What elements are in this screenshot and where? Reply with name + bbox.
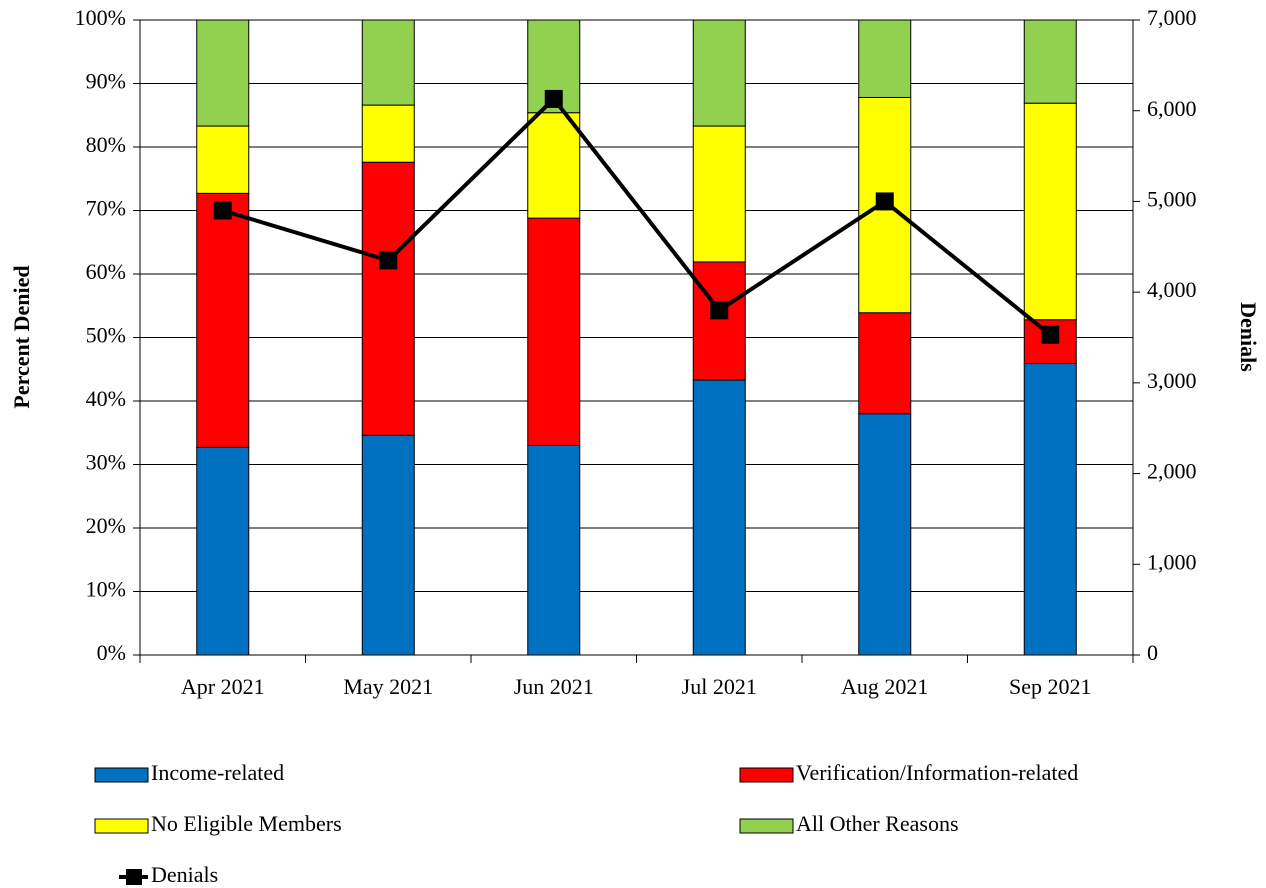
- legend-label: No Eligible Members: [151, 811, 342, 836]
- x-tick-label: Aug 2021: [841, 674, 928, 699]
- y2-tick-label: 6,000: [1147, 96, 1197, 121]
- x-tick-label: Jul 2021: [682, 674, 757, 699]
- bar-segment: [361, 161, 415, 436]
- line-marker: [875, 192, 894, 211]
- y-tick-label: 80%: [86, 132, 126, 157]
- y-tick-label: 50%: [86, 323, 126, 348]
- y2-axis-title: Denials: [1236, 302, 1261, 372]
- bar-segment: [692, 261, 746, 381]
- y-axis-title: Percent Denied: [9, 265, 34, 408]
- line: [222, 95, 1052, 337]
- bar-segment: [527, 444, 581, 656]
- line-marker: [710, 301, 729, 320]
- x-tick-label: May 2021: [343, 674, 433, 699]
- x-tick-label: Sep 2021: [1009, 674, 1092, 699]
- bar-segment: [858, 312, 912, 415]
- bar-segment: [527, 19, 581, 114]
- bar-segment: [361, 434, 415, 656]
- bar-segment: [527, 112, 581, 219]
- line-marker: [544, 89, 563, 108]
- y-tick-label: 20%: [86, 513, 126, 538]
- bar-segment: [527, 217, 581, 446]
- y-tick-label: 60%: [86, 259, 126, 284]
- y2-tick-label: 1,000: [1147, 549, 1197, 574]
- bar-segment: [196, 446, 250, 656]
- y-tick-label: 70%: [86, 196, 126, 221]
- legend-swatch: [739, 767, 794, 783]
- bar-segment: [692, 19, 746, 127]
- y2-tick-label: 0: [1147, 640, 1158, 665]
- y-tick-label: 10%: [86, 577, 126, 602]
- y2-tick-label: 4,000: [1147, 277, 1197, 302]
- bar-segment: [858, 19, 912, 98]
- legend-swatch: [94, 767, 149, 783]
- y2-tick-label: 7,000: [1147, 5, 1197, 30]
- legend-swatch: [94, 818, 149, 834]
- y2-tick-label: 5,000: [1147, 186, 1197, 211]
- x-tick-label: Jun 2021: [514, 674, 594, 699]
- y-tick-label: 40%: [86, 386, 126, 411]
- x-tick-label: Apr 2021: [181, 674, 265, 699]
- line-marker: [213, 201, 232, 220]
- line-marker: [1041, 325, 1060, 344]
- bar-segment: [196, 19, 250, 127]
- legend-label: All Other Reasons: [796, 811, 959, 836]
- bar-segment: [1023, 19, 1077, 104]
- legend-marker: [126, 869, 142, 885]
- bar-segment: [196, 192, 250, 448]
- bar-segment: [692, 379, 746, 656]
- y2-tick-label: 2,000: [1147, 459, 1197, 484]
- legend-label: Income-related: [151, 760, 284, 785]
- y-tick-label: 100%: [75, 5, 126, 30]
- legend-swatch: [739, 818, 794, 834]
- bar-segment: [1023, 363, 1077, 656]
- y-tick-label: 30%: [86, 450, 126, 475]
- y-tick-label: 0%: [97, 640, 126, 665]
- legend-label: Verification/Information-related: [796, 760, 1078, 785]
- line-marker: [379, 251, 398, 270]
- bar-segment: [692, 125, 746, 263]
- bar-segment: [196, 125, 250, 194]
- bar-segment: [858, 413, 912, 656]
- legend-label: Denials: [151, 862, 218, 887]
- y-tick-label: 90%: [86, 69, 126, 94]
- bar-segment: [361, 19, 415, 106]
- y2-tick-label: 3,000: [1147, 368, 1197, 393]
- bar-segment: [361, 104, 415, 163]
- bar-segment: [1023, 102, 1077, 321]
